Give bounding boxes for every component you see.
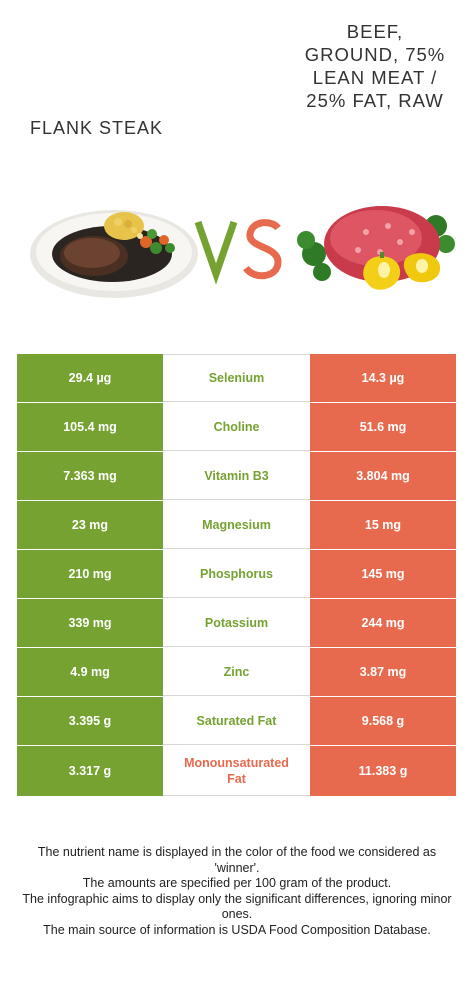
left-value-cell: 3.395 g	[17, 697, 163, 745]
footer-line-amounts: The amounts are specified per 100 gram o…	[82, 876, 392, 890]
right-value-cell: 51.6 mg	[310, 403, 456, 451]
flank-steak-image	[30, 210, 198, 298]
left-value-cell: 339 mg	[17, 599, 163, 647]
nutrient-name-cell: Saturated Fat	[163, 697, 310, 745]
table-row: 339 mg Potassium 244 mg	[17, 599, 456, 648]
right-value-cell: 11.383 g	[310, 746, 456, 796]
comparison-table: 29.4 µg Selenium 14.3 µg 105.4 mg Choline 51.…	[17, 354, 456, 796]
left-value-cell: 29.4 µg	[17, 354, 163, 402]
right-food-title: Beef, ground, 75% lean meat / 25% fat, r…	[304, 21, 446, 111]
nutrient-name-cell: Monounsaturated Fat	[163, 746, 310, 796]
right-value-cell: 14.3 µg	[310, 354, 456, 402]
table-row: 23 mg Magnesium 15 mg	[17, 501, 456, 550]
table-row: 7.363 mg Vitamin B3 3.804 mg	[17, 452, 456, 501]
ground-beef-image	[297, 206, 455, 290]
left-value-cell: 210 mg	[17, 550, 163, 598]
left-food-title: Flank steak	[30, 118, 164, 138]
table-row: 4.9 mg Zinc 3.87 mg	[17, 648, 456, 697]
nutrient-name-cell: Choline	[163, 403, 310, 451]
left-value-cell: 3.317 g	[17, 746, 163, 796]
footer-line-winner: The nutrient name is displayed in the co…	[37, 845, 437, 875]
left-value-cell: 4.9 mg	[17, 648, 163, 696]
table-row: 3.317 g Monounsaturated Fat 11.383 g	[17, 746, 456, 796]
table-row: 105.4 mg Choline 51.6 mg	[17, 403, 456, 452]
vs-logo	[194, 219, 282, 285]
footer-notes: The nutrient name is displayed in the co…	[14, 845, 460, 938]
right-value-cell: 3.804 mg	[310, 452, 456, 500]
table-row: 3.395 g Saturated Fat 9.568 g	[17, 697, 456, 746]
footer-line-aims: The infographic aims to display only the…	[22, 891, 452, 922]
nutrient-name-cell: Zinc	[163, 648, 310, 696]
left-value-cell: 7.363 mg	[17, 452, 163, 500]
nutrient-name-cell: Selenium	[163, 354, 310, 402]
left-value-cell: 105.4 mg	[17, 403, 163, 451]
right-value-cell: 145 mg	[310, 550, 456, 598]
footer-line-source: The main source of information is USDA F…	[43, 922, 431, 937]
table-row: 210 mg Phosphorus 145 mg	[17, 550, 456, 599]
right-value-cell: 9.568 g	[310, 697, 456, 745]
right-value-cell: 3.87 mg	[310, 648, 456, 696]
table-row: 29.4 µg Selenium 14.3 µg	[17, 354, 456, 403]
nutrient-name-cell: Magnesium	[163, 501, 310, 549]
left-value-cell: 23 mg	[17, 501, 163, 549]
nutrient-name-cell: Potassium	[163, 599, 310, 647]
nutrient-name-cell: Vitamin B3	[163, 452, 310, 500]
right-value-cell: 15 mg	[310, 501, 456, 549]
nutrient-name-cell: Phosphorus	[163, 550, 310, 598]
right-value-cell: 244 mg	[310, 599, 456, 647]
